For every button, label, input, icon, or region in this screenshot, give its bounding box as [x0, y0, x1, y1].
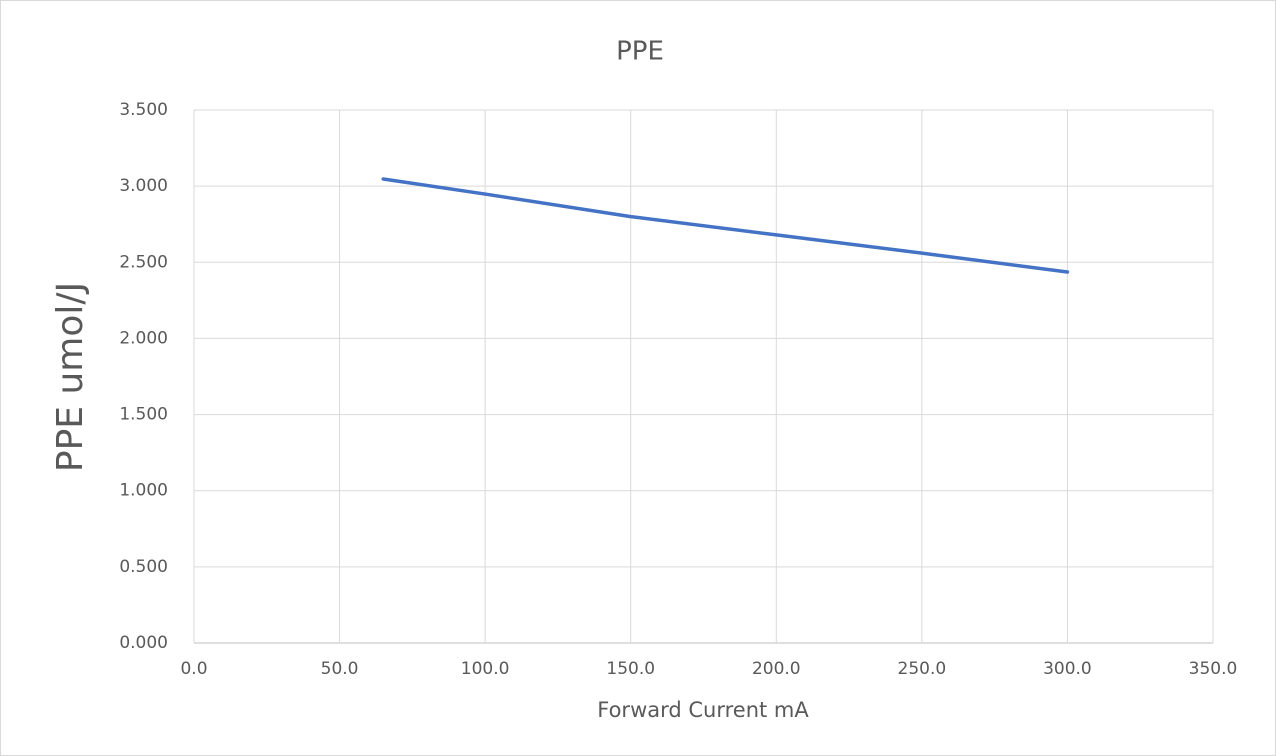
data-line — [381, 177, 1070, 274]
x-tick-label: 300.0 — [1043, 659, 1092, 679]
y-tick-label: 3.000 — [119, 176, 168, 196]
x-tick-label: 0.0 — [180, 659, 207, 679]
x-tick-label: 200.0 — [752, 659, 801, 679]
x-tick-label: 150.0 — [606, 659, 655, 679]
y-axis-label: PPE umol/J — [50, 282, 91, 472]
y-tick-label: 0.000 — [119, 633, 168, 653]
y-tick-label: 2.500 — [119, 252, 168, 272]
x-tick-label: 100.0 — [461, 659, 510, 679]
y-tick-label: 1.500 — [119, 405, 168, 425]
x-tick-label: 350.0 — [1189, 659, 1238, 679]
y-tick-label: 1.000 — [119, 481, 168, 501]
x-tick-label: 250.0 — [898, 659, 947, 679]
y-tick-label: 2.000 — [119, 328, 168, 348]
x-axis-label: Forward Current mA — [597, 698, 809, 722]
x-tick-label: 50.0 — [321, 659, 359, 679]
y-tick-label: 0.500 — [119, 557, 168, 577]
chart-title: PPE — [616, 37, 664, 67]
y-tick-label: 3.500 — [119, 100, 168, 120]
